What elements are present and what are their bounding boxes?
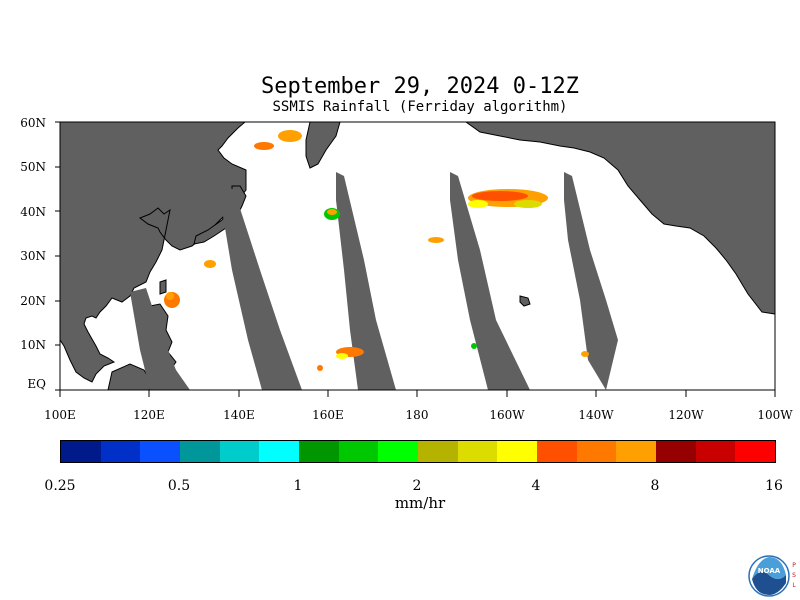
taiwan-landmass (159, 279, 167, 295)
rainfall-patches (164, 130, 589, 371)
hawaii-landmass (519, 295, 531, 307)
north-america-landmass (464, 121, 776, 315)
colorbar-swatch (497, 441, 538, 462)
scale-label-1: 1 (293, 478, 303, 494)
lon-label-160e: 160E (312, 408, 344, 422)
colorbar-swatch (338, 441, 379, 462)
lat-ticks (55, 121, 60, 391)
lat-label-20n: 20N (20, 294, 46, 308)
colorbar-swatch (616, 441, 657, 462)
asia-landmass (59, 121, 247, 383)
colorbar-swatch (219, 441, 260, 462)
scale-label-2: 2 (412, 478, 422, 494)
no-data-swath-4 (450, 172, 530, 390)
colorbar-swatch (656, 441, 696, 462)
lon-label-140e: 140E (223, 408, 255, 422)
lon-ticks (59, 390, 776, 397)
colorbar-swatch (576, 441, 617, 462)
lon-label-160w: 160W (489, 408, 525, 422)
lon-label-140w: 140W (578, 408, 614, 422)
colorbar-swatch (61, 441, 101, 462)
svg-text:S: S (792, 572, 796, 579)
scale-label-4: 4 (531, 478, 541, 494)
lon-label-120w: 120W (668, 408, 704, 422)
no-data-swath-3 (336, 172, 396, 390)
colorbar-swatch (457, 441, 498, 462)
map-subtitle: SSMIS Rainfall (Ferriday algorithm) (272, 99, 568, 115)
colorbar-swatch (735, 441, 776, 462)
svg-text:L: L (792, 582, 796, 589)
rainfall-colorbar (60, 440, 776, 463)
map-title: September 29, 2024 0-12Z (261, 74, 579, 99)
lon-label-100w: 100W (757, 408, 793, 422)
lat-label-60n: 60N (20, 116, 46, 130)
noaa-logo-icon: NOAA P S L (748, 555, 796, 597)
lat-label-eq: EQ (27, 377, 46, 391)
lat-label-10n: 10N (20, 338, 46, 352)
no-data-swath-5 (564, 172, 618, 390)
colorbar-swatch (140, 441, 181, 462)
scale-label-0-25: 0.25 (44, 478, 76, 494)
scale-label-8: 8 (650, 478, 660, 494)
svg-text:NOAA: NOAA (758, 567, 781, 575)
scale-label-0-5: 0.5 (167, 478, 191, 494)
kamchatka-landmass (305, 121, 341, 169)
no-data-swath-2 (130, 288, 190, 390)
colorbar-swatch (299, 441, 339, 462)
colorbar-swatch (418, 441, 458, 462)
svg-text:P: P (792, 562, 796, 569)
no-data-swath-1 (222, 186, 302, 390)
lat-label-50n: 50N (20, 160, 46, 174)
lon-label-100e: 100E (44, 408, 76, 422)
lon-label-180: 180 (405, 408, 429, 422)
colorbar-swatch (100, 441, 141, 462)
colorbar-swatch (180, 441, 220, 462)
colorbar-units: mm/hr (394, 494, 446, 512)
colorbar-swatch (695, 441, 736, 462)
colorbar-swatch (259, 441, 300, 462)
lon-label-120e: 120E (133, 408, 165, 422)
colorbar-swatch (378, 441, 419, 462)
lat-label-30n: 30N (20, 249, 46, 263)
colorbar-swatch (537, 441, 577, 462)
scale-label-16: 16 (765, 478, 783, 494)
lat-label-40n: 40N (20, 205, 46, 219)
